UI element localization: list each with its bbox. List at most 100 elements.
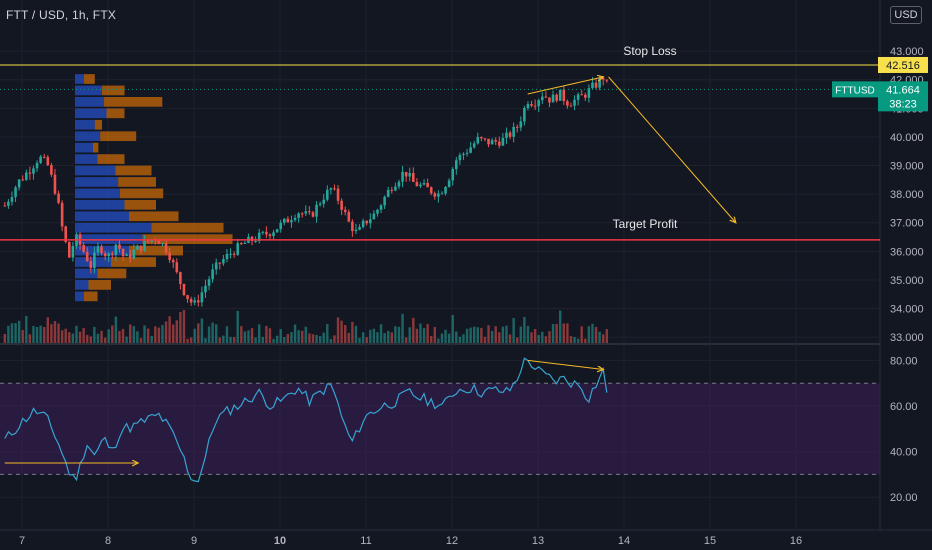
- volume-bar: [322, 332, 325, 343]
- candle-body: [182, 283, 186, 296]
- volume-bar: [197, 323, 200, 343]
- candle-body: [587, 88, 591, 98]
- volume-bar: [351, 321, 354, 343]
- volume-bar: [480, 327, 483, 343]
- price-tick-label: 37.000: [890, 218, 924, 230]
- candle-body: [204, 285, 207, 293]
- volume-bar: [422, 328, 426, 343]
- stop-loss-price-badge: [878, 56, 928, 73]
- symbol-title[interactable]: FTT / USD, 1h, FTX: [6, 8, 117, 22]
- countdown-text: 38:23: [889, 98, 917, 110]
- volume-bar: [301, 330, 304, 343]
- target-profit-label: Target Profit: [613, 217, 678, 231]
- volume-bar: [172, 324, 175, 343]
- candle-body: [46, 157, 50, 166]
- volume-bar: [580, 326, 583, 343]
- last-price-badge: [878, 81, 928, 112]
- volume-bar: [75, 325, 78, 343]
- candle-body: [218, 262, 222, 264]
- volume-profile-down: [84, 74, 95, 84]
- volume-bar: [372, 328, 376, 343]
- volume-bar: [415, 328, 419, 343]
- volume-bar: [250, 328, 254, 343]
- candle-body: [164, 242, 168, 253]
- volume-bar: [107, 329, 110, 343]
- volume-bar: [387, 330, 390, 343]
- candle-body: [150, 239, 154, 242]
- symbol-badge-text: FTTUSD: [835, 85, 874, 96]
- volume-bar: [376, 332, 379, 343]
- volume-profile-up: [75, 108, 107, 119]
- volume-bar: [444, 329, 447, 343]
- volume-bar: [537, 334, 540, 343]
- volume-bar: [261, 336, 264, 343]
- volume-bar: [157, 327, 161, 343]
- candle-body: [476, 136, 480, 144]
- volume-bar: [71, 333, 75, 343]
- volume-bar: [584, 338, 587, 343]
- volume-profile-up: [75, 211, 129, 222]
- volume-profile-up: [75, 268, 98, 279]
- candle-body: [189, 299, 193, 303]
- volume-bar: [150, 335, 153, 343]
- volume-bar: [533, 329, 537, 343]
- volume-bar: [490, 330, 494, 343]
- volume-bar: [275, 335, 279, 343]
- volume-bar: [315, 334, 318, 343]
- candle-body: [100, 246, 103, 254]
- volume-bar: [272, 338, 275, 343]
- candle-body: [340, 200, 343, 210]
- candle-body: [422, 182, 426, 185]
- volume-bar: [154, 326, 157, 343]
- volume-bar: [57, 323, 60, 343]
- candle-body: [458, 154, 462, 161]
- volume-bar: [519, 326, 522, 343]
- volume-bar: [218, 337, 221, 343]
- last-price-text: 41.664: [886, 84, 920, 96]
- volume-bar: [215, 324, 218, 343]
- candle-body: [17, 179, 21, 188]
- volume-bar: [555, 323, 558, 343]
- candle-body: [576, 94, 580, 100]
- volume-bar: [354, 325, 358, 343]
- stop-loss-label: Stop Loss: [623, 44, 676, 58]
- price-tick-label: 38.000: [890, 189, 924, 201]
- time-tick-label: 7: [19, 535, 25, 547]
- volume-bar: [247, 330, 250, 343]
- candle-body: [243, 242, 247, 244]
- candle-body: [598, 78, 601, 88]
- candle-body: [358, 226, 361, 230]
- volume-bar: [229, 336, 232, 343]
- volume-profile-up: [75, 97, 104, 107]
- candle-body: [376, 209, 379, 214]
- volume-bar: [100, 330, 103, 343]
- candle-body: [569, 105, 573, 107]
- candle-body: [580, 94, 584, 96]
- candle-body: [57, 193, 60, 203]
- volume-profile-down: [84, 291, 98, 302]
- volume-bar: [404, 337, 408, 343]
- candle-body: [279, 222, 283, 230]
- volume-bar: [14, 323, 17, 343]
- stop-loss-price-text: 42.516: [886, 60, 920, 72]
- candle-body: [369, 219, 372, 224]
- candle-body: [35, 162, 39, 169]
- volume-bar: [139, 337, 143, 343]
- volume-bar: [318, 336, 322, 343]
- candlesticks: [3, 75, 609, 307]
- currency-badge[interactable]: USD: [890, 6, 922, 24]
- candle-body: [207, 279, 211, 286]
- volume-bar: [576, 338, 580, 343]
- volume-bar: [121, 328, 125, 343]
- time-tick-label: 15: [704, 535, 716, 547]
- candle-body: [139, 245, 143, 251]
- candle-body: [462, 153, 465, 155]
- volume-bar: [573, 337, 576, 343]
- candle-body: [573, 99, 576, 106]
- volume-bar: [21, 330, 24, 343]
- candle-body: [494, 140, 498, 142]
- volume-bar: [430, 336, 433, 343]
- candle-body: [28, 172, 32, 174]
- candle-body: [415, 181, 419, 187]
